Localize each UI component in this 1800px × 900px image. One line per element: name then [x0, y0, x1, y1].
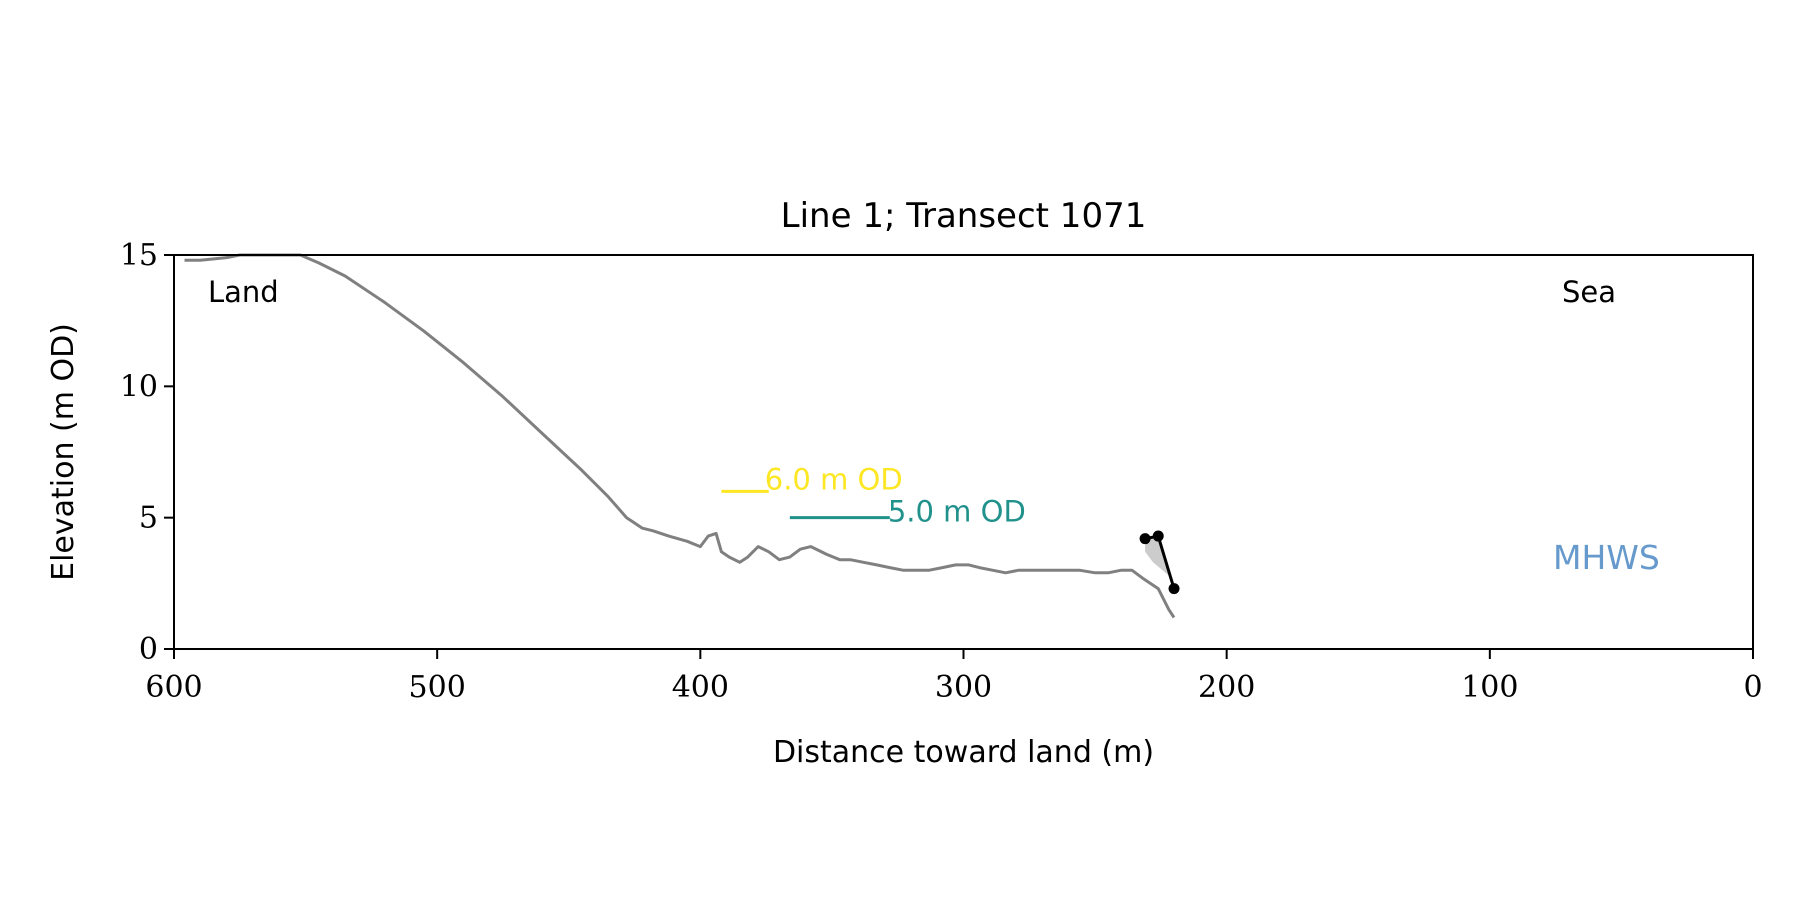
x-tick-label: 600 — [145, 670, 202, 705]
profile-line — [184, 253, 1176, 619]
contour-layer — [721, 489, 890, 520]
sea-label: Sea — [1562, 275, 1616, 309]
x-tick-label: 200 — [1198, 670, 1255, 705]
y-tick-label: 15 — [120, 238, 158, 273]
chart-title: Line 1; Transect 1071 — [781, 196, 1147, 236]
cliff-point — [1152, 530, 1164, 542]
y-axis-label: Elevation (m OD) — [46, 323, 81, 581]
x-tick-label: 100 — [1461, 670, 1518, 705]
cliff-point — [1168, 583, 1180, 595]
x-tick-label: 400 — [672, 670, 729, 705]
x-axis-label: Distance toward land (m) — [773, 735, 1154, 770]
y-tick-label: 5 — [139, 501, 158, 536]
x-tick-label: 300 — [935, 670, 992, 705]
mhws-label: MHWS — [1553, 538, 1660, 577]
cliff-shading — [1145, 536, 1177, 597]
profile-series-layer — [184, 253, 1176, 619]
x-tick-label: 500 — [409, 670, 466, 705]
cliff-layer — [1139, 530, 1180, 595]
plot-frame — [173, 254, 1754, 650]
contour-5m-label: 5.0 m OD — [888, 495, 1026, 529]
land-label: Land — [208, 275, 279, 309]
y-tick-label: 10 — [120, 369, 158, 404]
y-tick-label: 0 — [139, 632, 158, 667]
x-axis-ticks: 600 500 400 300 200 100 0 — [145, 649, 1763, 705]
x-tick-label: 0 — [1743, 670, 1762, 705]
contour-6m-label: 6.0 m OD — [765, 462, 903, 496]
cliff-point — [1139, 533, 1151, 545]
y-axis-ticks: 0 5 10 15 — [120, 238, 174, 667]
cliff-shaded-area — [1145, 536, 1177, 597]
